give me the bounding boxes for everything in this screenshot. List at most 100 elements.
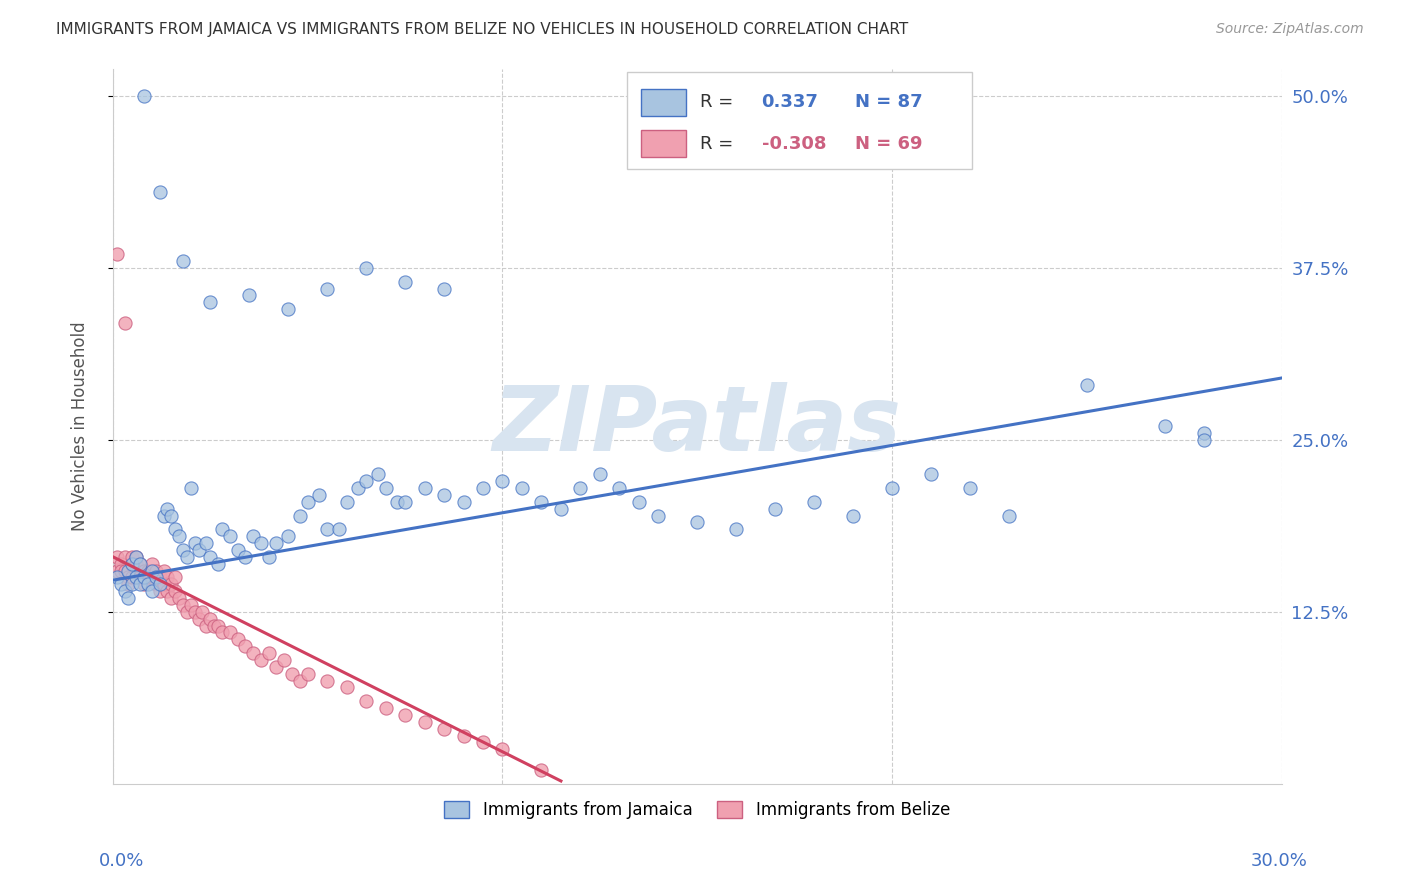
Point — [141, 557, 163, 571]
Point — [149, 570, 172, 584]
Point — [105, 570, 128, 584]
Point — [550, 501, 572, 516]
Point — [121, 570, 143, 584]
Point — [920, 467, 942, 482]
Point — [167, 591, 190, 605]
Point — [257, 646, 280, 660]
Point — [195, 618, 218, 632]
Point — [647, 508, 669, 523]
Point — [145, 577, 167, 591]
Point — [187, 612, 209, 626]
Point — [183, 605, 205, 619]
Point — [121, 557, 143, 571]
Point — [218, 529, 240, 543]
Point — [609, 481, 631, 495]
Point — [145, 564, 167, 578]
Point — [336, 495, 359, 509]
Point — [125, 549, 148, 564]
Point — [125, 564, 148, 578]
Point — [117, 577, 139, 591]
Point — [763, 501, 786, 516]
Point — [394, 275, 416, 289]
Point — [195, 536, 218, 550]
Text: N = 69: N = 69 — [855, 135, 922, 153]
Point — [149, 186, 172, 200]
Point — [172, 598, 194, 612]
Point — [136, 570, 159, 584]
Point — [160, 591, 183, 605]
Point — [433, 488, 456, 502]
Point — [110, 564, 132, 578]
Point — [277, 302, 299, 317]
Point — [491, 474, 513, 488]
Point — [453, 495, 475, 509]
Text: IMMIGRANTS FROM JAMAICA VS IMMIGRANTS FROM BELIZE NO VEHICLES IN HOUSEHOLD CORRE: IMMIGRANTS FROM JAMAICA VS IMMIGRANTS FR… — [56, 22, 908, 37]
Point — [132, 577, 155, 591]
Text: 0.0%: 0.0% — [98, 852, 143, 870]
Point — [129, 570, 152, 584]
Point — [125, 549, 148, 564]
Point — [288, 508, 311, 523]
Point — [218, 625, 240, 640]
Point — [250, 653, 273, 667]
Point — [110, 577, 132, 591]
Point — [156, 501, 179, 516]
Point — [1153, 419, 1175, 434]
Point — [226, 632, 249, 647]
Point — [347, 481, 370, 495]
Point — [238, 288, 260, 302]
Point — [176, 605, 198, 619]
Point — [959, 481, 981, 495]
Point — [354, 474, 377, 488]
Point — [627, 495, 650, 509]
Point — [453, 729, 475, 743]
Point — [413, 481, 436, 495]
Point — [136, 577, 159, 591]
FancyBboxPatch shape — [627, 72, 972, 169]
Point — [394, 708, 416, 723]
FancyBboxPatch shape — [641, 130, 686, 157]
Point — [160, 508, 183, 523]
Point — [132, 89, 155, 103]
Point — [316, 522, 339, 536]
Point — [156, 570, 179, 584]
Point — [297, 666, 319, 681]
Point — [336, 681, 359, 695]
Point — [472, 481, 495, 495]
Text: -0.308: -0.308 — [762, 135, 827, 153]
Point — [136, 564, 159, 578]
Point — [149, 577, 172, 591]
Point — [105, 549, 128, 564]
Point — [530, 763, 553, 777]
Point — [114, 584, 136, 599]
Point — [842, 508, 865, 523]
Point — [297, 495, 319, 509]
Point — [152, 564, 174, 578]
Point — [145, 570, 167, 584]
Point — [394, 495, 416, 509]
Point — [129, 557, 152, 571]
Point — [200, 549, 222, 564]
Point — [125, 570, 148, 584]
Text: 30.0%: 30.0% — [1251, 852, 1308, 870]
Point — [589, 467, 612, 482]
Point — [1076, 377, 1098, 392]
Point — [132, 570, 155, 584]
Point — [152, 508, 174, 523]
Point — [129, 557, 152, 571]
Point — [725, 522, 748, 536]
Point — [367, 467, 389, 482]
Text: N = 87: N = 87 — [855, 93, 922, 112]
Point — [105, 564, 128, 578]
Point — [880, 481, 903, 495]
Point — [125, 557, 148, 571]
Point — [266, 536, 288, 550]
Point — [180, 481, 202, 495]
Point — [242, 529, 264, 543]
Point — [273, 653, 295, 667]
Point — [686, 516, 709, 530]
Point — [288, 673, 311, 688]
Point — [165, 570, 187, 584]
Point — [129, 577, 152, 591]
Point — [242, 646, 264, 660]
